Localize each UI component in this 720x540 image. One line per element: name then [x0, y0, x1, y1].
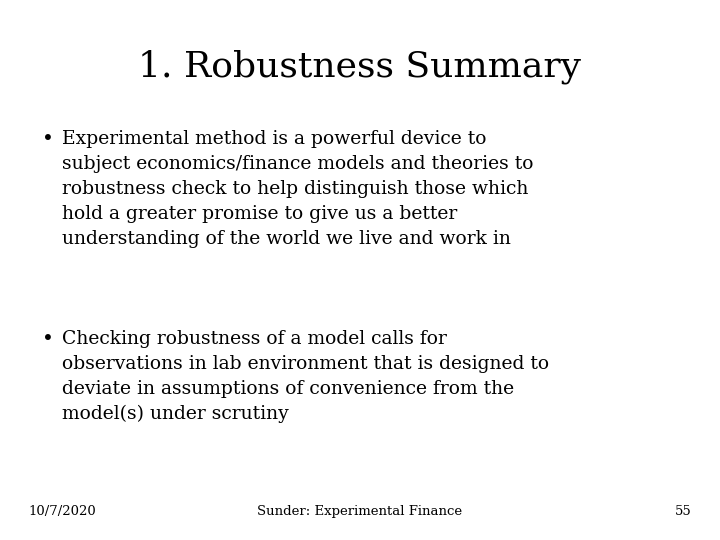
Text: •: • [42, 130, 54, 149]
Text: 1. Robustness Summary: 1. Robustness Summary [138, 50, 582, 84]
Text: Sunder: Experimental Finance: Sunder: Experimental Finance [258, 505, 462, 518]
Text: Experimental method is a powerful device to
subject economics/finance models and: Experimental method is a powerful device… [62, 130, 534, 248]
Text: 10/7/2020: 10/7/2020 [28, 505, 96, 518]
Text: •: • [42, 330, 54, 349]
Text: 55: 55 [675, 505, 692, 518]
Text: Checking robustness of a model calls for
observations in lab environment that is: Checking robustness of a model calls for… [62, 330, 549, 423]
